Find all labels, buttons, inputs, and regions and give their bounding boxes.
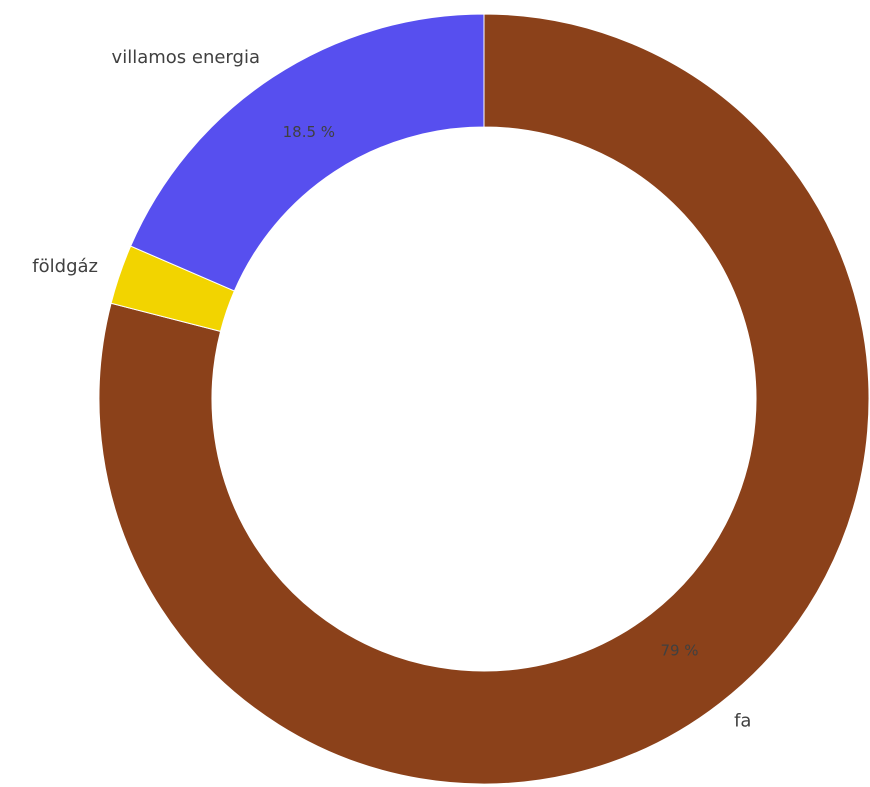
value-label-fa: 79 %: [660, 642, 698, 660]
slice-category-labels: fa földgáz villamos energia: [32, 47, 751, 731]
category-label-villamos-energia: villamos energia: [112, 47, 260, 68]
category-label-foldgaz: földgáz: [32, 256, 98, 277]
slice-value-labels: 79 % 18.5 %: [283, 123, 699, 660]
slice-villamos-energia[interactable]: [130, 13, 485, 292]
value-label-villamos-energia: 18.5 %: [283, 123, 335, 141]
donut-slices: [98, 13, 870, 785]
category-label-fa: fa: [734, 710, 751, 731]
slice-fa[interactable]: [98, 13, 870, 785]
